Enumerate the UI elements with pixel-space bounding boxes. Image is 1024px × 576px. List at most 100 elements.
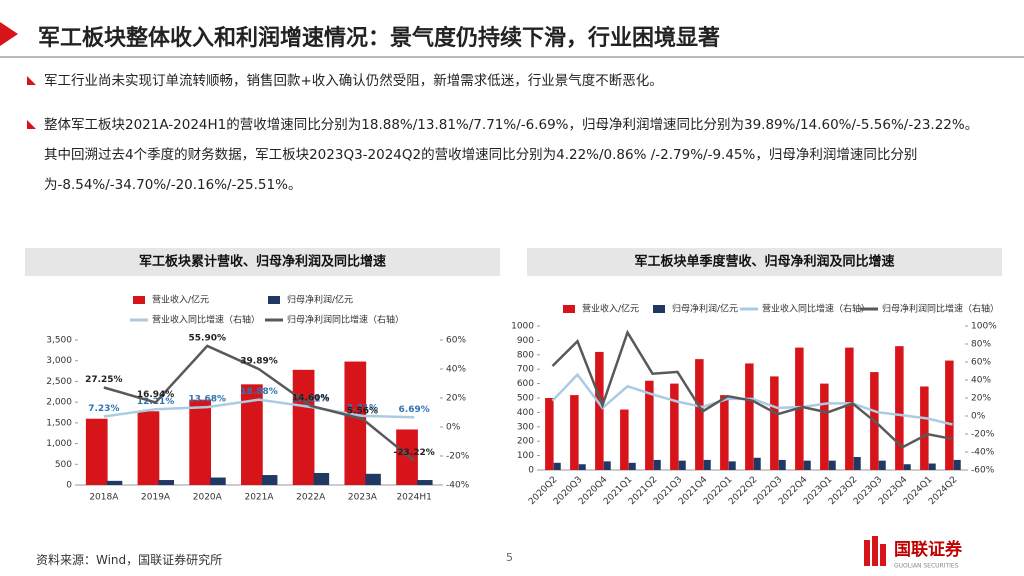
y-tick-label: 100 xyxy=(517,451,534,461)
y2-tick-label: 40% xyxy=(971,376,991,386)
data-label: 14.60% xyxy=(292,393,330,403)
source: 资料来源：Wind，国联证券研究所 xyxy=(36,553,223,567)
chart-title-box xyxy=(25,248,500,276)
y-tick-label: 1,000 xyxy=(46,439,72,449)
bar xyxy=(928,463,936,470)
x-tick-label: 2022A xyxy=(296,493,326,503)
line xyxy=(103,344,415,462)
y-tick-label: 500 xyxy=(517,394,534,404)
bar xyxy=(578,464,586,470)
bar xyxy=(670,383,679,470)
bar xyxy=(365,473,381,485)
y-tick-label: 1,500 xyxy=(46,418,72,428)
y2-tick-label: -20% xyxy=(971,430,995,440)
bar xyxy=(703,459,711,470)
legend-label: 营业收入同比增速（右轴） xyxy=(762,303,870,315)
data-label: 16.94% xyxy=(137,390,175,400)
bullet: 整体军工板块2021A-2024H1的营收增速同比分别为18.88%/13.81… xyxy=(44,110,979,200)
data-label: -23.22% xyxy=(394,448,435,458)
y2-tick-label: 40% xyxy=(446,365,466,375)
y2-tick-label: -20% xyxy=(446,452,470,462)
y-tick-label: 0 xyxy=(528,466,534,476)
y-tick-label: 3,000 xyxy=(46,356,72,366)
bar xyxy=(85,418,108,485)
data-label: 18.88% xyxy=(240,387,278,397)
y-tick-label: 1000 xyxy=(511,322,534,332)
bar xyxy=(595,351,604,470)
page-number: 5 xyxy=(506,551,513,564)
y2-tick-label: 0% xyxy=(446,423,461,433)
legend-label: 归母净利润同比增速（右轴） xyxy=(882,303,999,315)
legend-swatch xyxy=(133,296,145,304)
y-tick-label: 500 xyxy=(55,460,72,470)
bar xyxy=(753,457,761,470)
legend-label: 营业收入/亿元 xyxy=(582,303,639,315)
bar xyxy=(770,376,779,470)
line xyxy=(103,398,415,419)
y-tick-label: 900 xyxy=(517,336,534,346)
bar xyxy=(241,384,263,485)
logo: 国联证券 GUOLIAN SECURITIES xyxy=(864,536,963,570)
x-tick-label: 2019A xyxy=(141,493,171,503)
data-label: 55.90% xyxy=(189,333,227,343)
legend-swatch xyxy=(563,305,575,313)
chart-title: 军工板块累计营收、归母净利润及同比增速 xyxy=(139,254,386,270)
bar xyxy=(628,462,636,470)
bar xyxy=(620,409,629,470)
bar xyxy=(895,346,904,470)
bar xyxy=(210,477,226,485)
legend-label: 归母净利润/亿元 xyxy=(672,303,738,315)
bar xyxy=(920,386,929,470)
bar xyxy=(603,461,611,470)
bar xyxy=(137,411,160,485)
y-tick-label: 200 xyxy=(517,437,534,447)
legend-label: 营业收入/亿元 xyxy=(152,294,209,306)
corner-mark xyxy=(0,22,18,46)
bar xyxy=(570,395,579,470)
y-tick-label: 0 xyxy=(66,481,72,491)
x-tick-label: 2023A xyxy=(348,493,378,503)
data-label: 13.68% xyxy=(189,395,227,405)
y2-tick-label: -60% xyxy=(971,466,995,476)
logo-text: 国联证券 xyxy=(894,539,963,560)
bar xyxy=(545,398,554,470)
bar xyxy=(853,457,861,470)
legend-swatch xyxy=(268,296,280,304)
logo-subtext: GUOLIAN SECURITIES xyxy=(894,563,959,570)
bar xyxy=(845,347,854,470)
data-label: 6.69% xyxy=(399,405,430,415)
bar xyxy=(728,461,736,470)
legend-label: 营业收入同比增速（右轴） xyxy=(152,314,260,326)
bar xyxy=(292,369,315,485)
charts: 军工板块累计营收、归母净利润及同比增速 0 500 1,000 1,500 2,000 2,… xyxy=(25,248,1002,507)
bar xyxy=(695,359,704,470)
x-tick-label: 2024H1 xyxy=(396,493,431,503)
bar xyxy=(903,464,911,470)
divider xyxy=(0,56,1024,58)
bar xyxy=(745,363,754,470)
bar xyxy=(878,460,886,470)
bar xyxy=(653,459,661,470)
slide-title: 军工板块整体收入和利润增速情况：景气度仍持续下滑，行业困境显著 xyxy=(38,26,721,51)
bar xyxy=(803,460,811,470)
y2-tick-label: 100% xyxy=(971,322,997,332)
bar xyxy=(158,480,175,485)
bar xyxy=(820,383,829,470)
data-label: 27.25% xyxy=(85,375,123,385)
bar xyxy=(261,475,278,485)
y-tick-label: 2,000 xyxy=(46,398,72,408)
data-label: 39.89% xyxy=(240,357,278,367)
bar xyxy=(953,459,961,470)
y2-tick-label: -40% xyxy=(446,481,470,491)
data-label: 13.81% xyxy=(292,394,330,404)
bar xyxy=(344,361,367,485)
legend-label: 归母净利润/亿元 xyxy=(287,294,353,306)
line xyxy=(551,329,953,449)
y2-tick-label: 60% xyxy=(446,336,466,346)
chart-title: 军工板块单季度营收、归母净利润及同比增速 xyxy=(634,254,894,270)
y2-tick-label: 60% xyxy=(971,358,991,368)
x-tick-label: 2020A xyxy=(193,493,223,503)
bar xyxy=(417,480,433,485)
data-label: 7.71% xyxy=(347,403,378,413)
